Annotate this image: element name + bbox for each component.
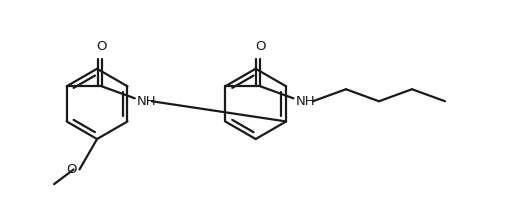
Text: NH: NH: [296, 95, 315, 108]
Text: O: O: [96, 40, 107, 53]
Text: O: O: [255, 40, 266, 53]
Text: O: O: [67, 163, 77, 176]
Text: NH: NH: [137, 95, 156, 108]
